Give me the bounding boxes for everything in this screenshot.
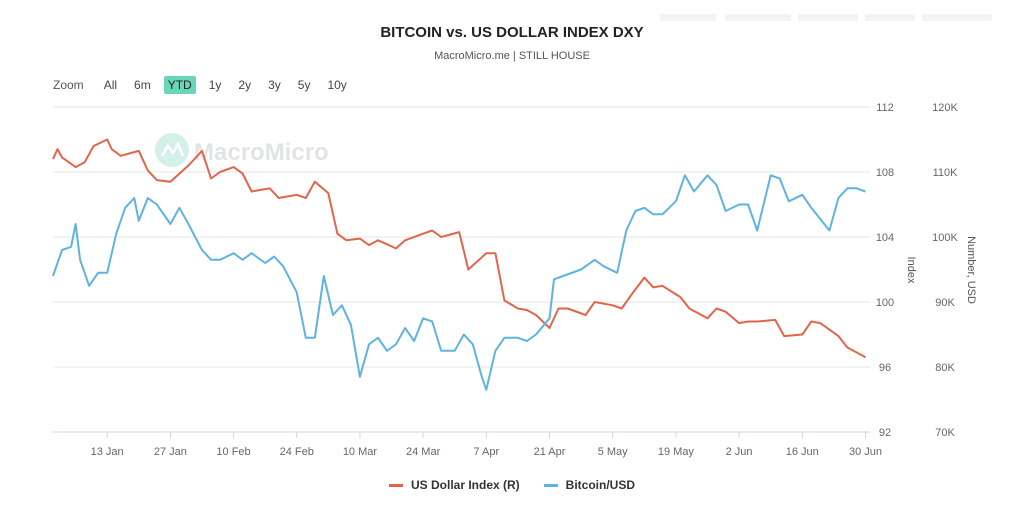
right-axis-tick-label: 100K [932,232,958,244]
left-axis-tick-label: 108 [876,167,894,179]
series-lines [52,138,866,391]
right-axis-title: Number, USD [965,236,977,304]
x-axis-tick-label: 21 Apr [534,446,566,458]
x-axis-ticks: 13 Jan 27 Jan 10 Feb 24 Feb 10 Mar 24 Mar 7 Ap… [91,432,882,458]
chart-title: BITCOIN vs. US DOLLAR INDEX DXY [380,24,644,41]
zoom-label: Zoom [53,78,84,92]
left-axis-tick-label: 112 [876,102,894,114]
x-axis-tick-label: 10 Mar [343,446,378,458]
chart-subtitle: MacroMicro.me | STILL HOUSE [434,50,590,62]
right-axis-tick-label: 110K [933,167,959,179]
zoom-2y-button[interactable]: 2y [238,78,252,92]
x-axis-tick-label: 30 Jun [849,446,882,458]
watermark: MacroMicro [155,133,329,167]
x-axis-tick-label: 10 Feb [216,446,250,458]
top-tab-placeholder-2[interactable] [725,14,791,21]
legend-label-bitcoin: Bitcoin/USD [565,478,636,492]
zoom-bar: Zoom All 6m YTD 1y 2y 3y 5y 10y [53,76,360,94]
chart-plot: MacroMicro 13 Jan 27 Jan 10 Feb 24 Feb 10 Ma… [52,102,977,458]
x-axis-tick-label: 5 May [598,446,628,458]
x-axis-tick-label: 13 Jan [91,446,124,458]
x-axis-tick-label: 19 May [658,446,695,458]
top-tab-placeholder-4[interactable] [865,14,915,21]
top-tab-placeholder-1[interactable] [660,14,716,21]
legend-swatch-dxy [388,483,403,487]
zoom-1y-button[interactable]: 1y [208,78,222,92]
x-axis-tick-label: 2 Jun [726,446,753,458]
zoom-all-button[interactable]: All [103,78,118,92]
right-axis-labels: 120K 110K 100K 90K 80K 70K [932,102,958,439]
right-axis-tick-label: 70K [935,427,955,439]
x-axis-tick-label: 27 Jan [154,446,187,458]
left-axis-tick-label: 92 [879,427,891,439]
left-axis-labels: 112 108 104 100 96 92 [876,102,894,439]
gridlines [53,106,870,368]
zoom-10y-button[interactable]: 10y [327,78,347,92]
bitcoin-series-line[interactable] [52,174,866,391]
zoom-5y-button[interactable]: 5y [297,78,311,92]
top-tab-placeholder-5[interactable] [922,14,992,21]
right-axis-tick-label: 90K [935,297,955,309]
left-axis-title: Index [905,257,917,284]
legend-item-bitcoin[interactable]: Bitcoin/USD [543,478,636,492]
watermark-text: MacroMicro [194,139,329,166]
legend-item-dxy[interactable]: US Dollar Index (R) [388,478,520,492]
left-axis-tick-label: 100 [876,297,894,309]
zoom-3y-button[interactable]: 3y [268,78,281,92]
watermark-logo-icon [155,133,189,167]
dxy-series-line[interactable] [52,138,866,359]
legend: US Dollar Index (R) Bitcoin/USD [0,478,1024,492]
left-axis-tick-label: 96 [879,362,891,374]
left-axis-tick-label: 104 [876,232,894,244]
legend-swatch-bitcoin [543,483,558,487]
zoom-ytd-button[interactable]: YTD [163,76,196,94]
x-axis-tick-label: 24 Mar [406,446,441,458]
zoom-6m-button[interactable]: 6m [134,78,151,92]
x-axis-tick-label: 16 Jun [786,446,819,458]
right-axis-tick-label: 80K [935,362,955,374]
top-tab-placeholder-3[interactable] [798,14,858,21]
watermark-chart-icon [160,141,185,157]
legend-label-dxy: US Dollar Index (R) [410,478,520,492]
x-axis-tick-label: 24 Feb [280,446,314,458]
right-axis-tick-label: 120K [932,102,958,114]
x-axis-tick-label: 7 Apr [473,446,499,458]
